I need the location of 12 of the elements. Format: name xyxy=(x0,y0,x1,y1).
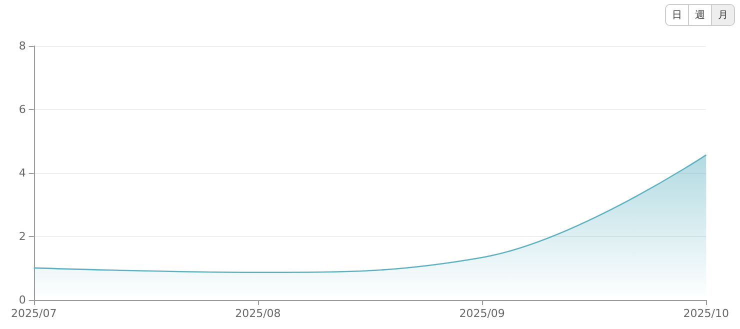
text: 週 xyxy=(688,5,711,25)
text: 日 xyxy=(666,5,688,25)
x-tick-label: 2025/10 xyxy=(683,307,730,320)
text: 月 xyxy=(711,5,734,25)
y-tick-label: 0 xyxy=(18,294,26,306)
y-tick-label: 8 xyxy=(18,40,26,52)
y-tick-label: 2 xyxy=(18,230,26,243)
x-tick-label: 2025/09 xyxy=(459,307,505,320)
y-tick-label: 4 xyxy=(18,166,26,180)
x-tick-label: 2025/08 xyxy=(235,307,281,320)
x-tick-label: 2025/07 xyxy=(10,307,57,320)
y-tick-label: 6 xyxy=(18,103,26,116)
